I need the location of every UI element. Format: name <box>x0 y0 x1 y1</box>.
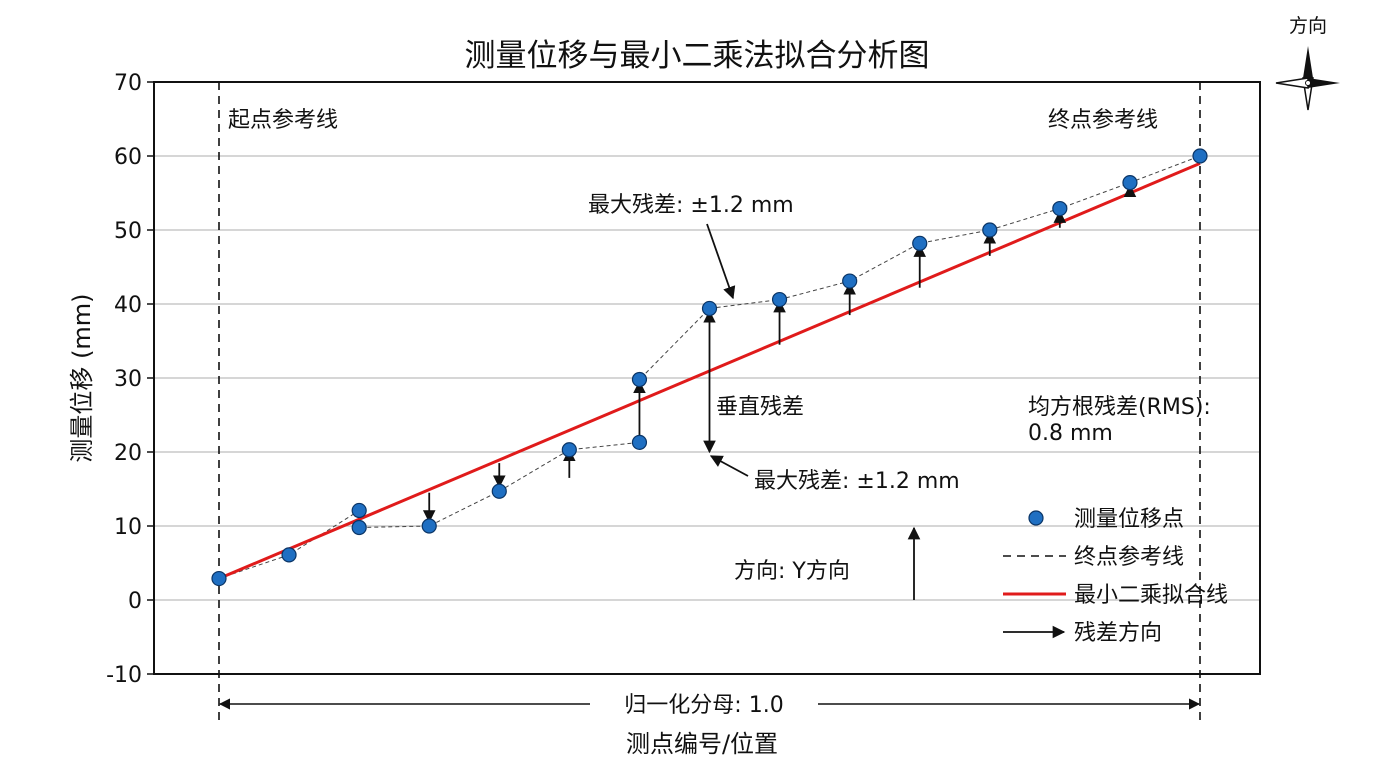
data-point <box>631 434 648 450</box>
rms-label: 均方根残差(RMS): <box>1028 395 1211 420</box>
max-residual-top-pointer <box>706 223 736 300</box>
y-axis-label: 测量位移 (mm) <box>68 293 96 462</box>
data-point <box>1192 148 1208 164</box>
data-point <box>561 442 577 458</box>
compass-icon <box>1275 46 1340 111</box>
legend: 测量位移点 终点参考线 最小二乘拟合线 残差方向 <box>1003 507 1228 646</box>
data-point <box>842 273 858 289</box>
data-point <box>351 519 367 536</box>
y-tick-label: 10 <box>114 515 142 540</box>
legend-points-label: 测量位移点 <box>1074 507 1184 532</box>
data-point <box>491 483 507 499</box>
data-point <box>211 570 227 587</box>
legend-residual-label: 残差方向 <box>1074 621 1162 646</box>
legend-point-marker <box>1028 510 1044 526</box>
legend-end-ref-label: 终点参考线 <box>1074 545 1184 570</box>
legend-fit-label: 最小二乘拟合线 <box>1074 583 1228 608</box>
y-tick-label: 60 <box>114 145 142 170</box>
chart-title: 测量位移与最小二乘法拟合分析图 <box>465 38 930 74</box>
rms-value: 0.8 mm <box>1028 421 1113 446</box>
max-residual-bottom-label: 最大残差: ±1.2 mm <box>754 469 960 494</box>
data-point <box>771 291 788 308</box>
end-reference-label: 终点参考线 <box>1048 108 1158 133</box>
direction-y-label: 方向: Y方向 <box>734 559 850 584</box>
y-tick-label: 20 <box>114 441 142 466</box>
data-point <box>982 222 998 238</box>
x-axis-label: 测点编号/位置 <box>626 730 778 758</box>
vertical-residual-label: 垂直残差 <box>716 395 804 420</box>
y-tick-label: 50 <box>114 219 142 244</box>
normalization-label: 归一化分母: 1.0 <box>624 693 783 718</box>
data-points <box>211 148 1208 587</box>
data-point <box>1122 175 1138 191</box>
data-point <box>701 300 718 317</box>
start-reference-label: 起点参考线 <box>228 108 338 133</box>
data-point <box>281 547 297 563</box>
y-tick-label: 40 <box>114 293 142 318</box>
data-point <box>631 371 648 388</box>
max-residual-top-label: 最大残差: ±1.2 mm <box>588 193 794 218</box>
residual-arrows <box>422 184 1137 523</box>
compass-label: 方向 <box>1289 15 1327 37</box>
data-point <box>351 502 367 519</box>
plot-frame <box>153 81 1261 675</box>
y-tick-label: 0 <box>128 589 142 614</box>
data-point <box>421 518 437 534</box>
y-tick-labels: 70 60 50 40 30 20 10 0 -10 <box>106 71 142 688</box>
y-tick-label: 70 <box>114 71 142 96</box>
max-residual-bottom-pointer <box>709 455 749 477</box>
data-point <box>1052 200 1068 217</box>
y-tick-label: -10 <box>106 663 142 688</box>
data-point <box>912 235 928 251</box>
y-tick-label: 30 <box>114 367 142 392</box>
